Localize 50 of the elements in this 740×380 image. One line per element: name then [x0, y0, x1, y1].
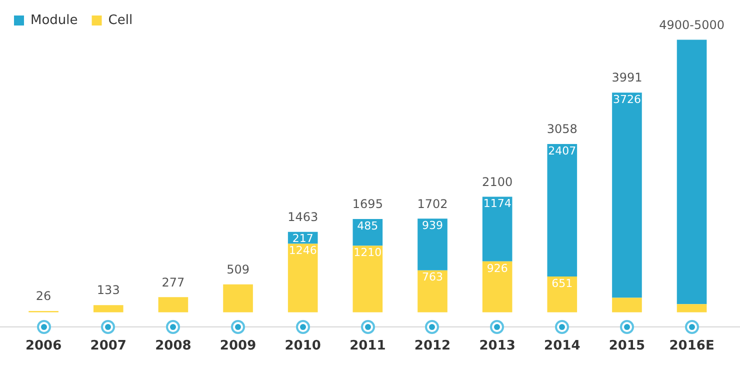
bar [676, 40, 707, 304]
data-label: 1174 [483, 197, 512, 210]
x-tick-label: 2016E [669, 338, 714, 354]
total-label: 26 [36, 289, 52, 304]
data-label: 939 [422, 219, 443, 232]
total-label: 1463 [288, 210, 318, 224]
bar [482, 196, 512, 262]
total-label: 3058 [546, 122, 578, 136]
x-tick-label: 2015 [608, 338, 646, 354]
total-label: 4900-5000 [659, 18, 725, 32]
data-label: 3726 [612, 92, 641, 106]
total-label: 1702 [417, 196, 448, 211]
total-label: 509 [226, 262, 250, 276]
total-label: 2100 [482, 174, 513, 189]
legend-label: Cell [108, 12, 133, 28]
x-tick-label: 2013 [479, 338, 516, 354]
total-label: 133 [96, 283, 120, 298]
bar [93, 305, 124, 312]
bar [223, 284, 253, 312]
data-label: 1210 [354, 246, 382, 260]
x-tick-label: 2008 [155, 338, 192, 354]
data-label: 1246 [288, 244, 317, 258]
bar [676, 304, 707, 312]
bar [547, 276, 578, 312]
total-label: 1695 [352, 197, 383, 212]
bar [612, 92, 642, 298]
x-tick-label: 2009 [220, 338, 256, 354]
total-label: 3991 [612, 70, 642, 85]
x-tick-label: 2010 [284, 338, 321, 354]
data-label: 485 [357, 219, 378, 232]
bar [288, 244, 318, 312]
bar [158, 297, 188, 312]
data-label: 217 [292, 232, 314, 246]
bar [418, 270, 448, 312]
total-label: 277 [162, 275, 185, 290]
bar [547, 144, 578, 277]
bar [482, 261, 512, 312]
x-tick-label: 2014 [544, 338, 580, 354]
data-label: 651 [552, 276, 573, 290]
x-tick-label: 2011 [350, 338, 386, 354]
x-tick-label: 2007 [90, 338, 126, 354]
bar [418, 218, 448, 270]
data-label: 926 [486, 262, 508, 275]
bar [352, 246, 383, 312]
x-tick-label: 2012 [414, 338, 451, 354]
data-label: 763 [422, 270, 443, 284]
data-label: 2407 [548, 144, 576, 158]
bar [612, 298, 642, 312]
legend-label: Module [30, 12, 78, 28]
x-tick-label: 2006 [25, 338, 62, 354]
